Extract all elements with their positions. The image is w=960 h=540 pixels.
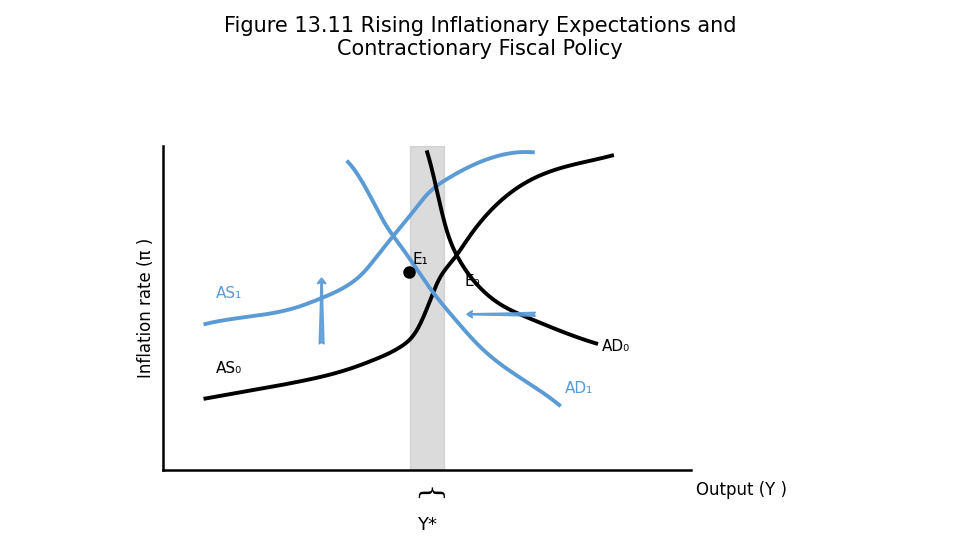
Y-axis label: Inflation rate (π ): Inflation rate (π ) <box>137 238 155 378</box>
Text: AD₀: AD₀ <box>601 339 630 354</box>
Text: E₁: E₁ <box>413 252 429 267</box>
Text: AS₁: AS₁ <box>216 286 242 301</box>
Text: E₀: E₀ <box>465 274 480 289</box>
Text: Output (Y ): Output (Y ) <box>696 481 787 498</box>
Text: Y*: Y* <box>418 516 437 534</box>
Text: AS₀: AS₀ <box>216 361 242 376</box>
Bar <box>410 146 444 470</box>
Text: Figure 13.11 Rising Inflationary Expectations and
Contractionary Fiscal Policy: Figure 13.11 Rising Inflationary Expecta… <box>224 16 736 59</box>
Text: {: { <box>414 486 441 504</box>
Text: AD₁: AD₁ <box>564 381 592 396</box>
